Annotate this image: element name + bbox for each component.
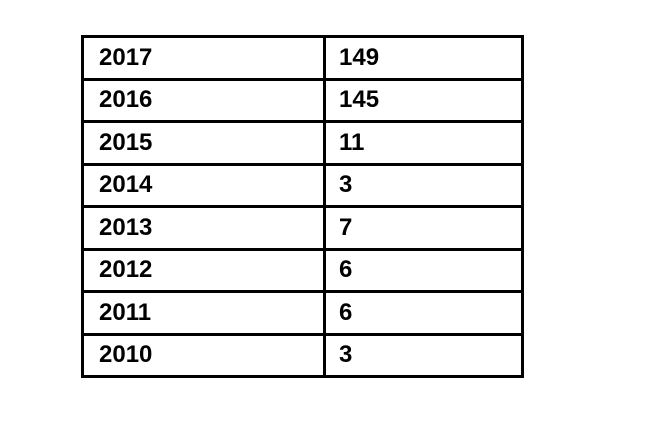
value-cell: 7 (323, 205, 524, 251)
value-cell: 3 (323, 332, 524, 378)
year-cell: 2011 (81, 290, 326, 336)
value-cell: 11 (323, 120, 524, 166)
table-row: 2012 6 (81, 247, 524, 293)
table-row: 2013 7 (81, 205, 524, 251)
year-cell: 2015 (81, 120, 326, 166)
year-cell: 2016 (81, 77, 326, 123)
table-row: 2011 6 (81, 290, 524, 336)
year-cell: 2017 (81, 35, 326, 81)
year-cell: 2012 (81, 247, 326, 293)
value-cell: 145 (323, 77, 524, 123)
year-count-table: 2017 149 2016 145 2015 11 2014 3 2013 7 2012 6 2011 6… (81, 35, 524, 378)
table-row: 2015 11 (81, 120, 524, 166)
value-cell: 6 (323, 290, 524, 336)
year-cell: 2014 (81, 162, 326, 208)
table-row: 2010 3 (81, 332, 524, 378)
value-cell: 149 (323, 35, 524, 81)
value-cell: 3 (323, 162, 524, 208)
value-cell: 6 (323, 247, 524, 293)
table-row: 2014 3 (81, 162, 524, 208)
table-row: 2017 149 (81, 35, 524, 81)
year-cell: 2013 (81, 205, 326, 251)
table-row: 2016 145 (81, 77, 524, 123)
year-cell: 2010 (81, 332, 326, 378)
